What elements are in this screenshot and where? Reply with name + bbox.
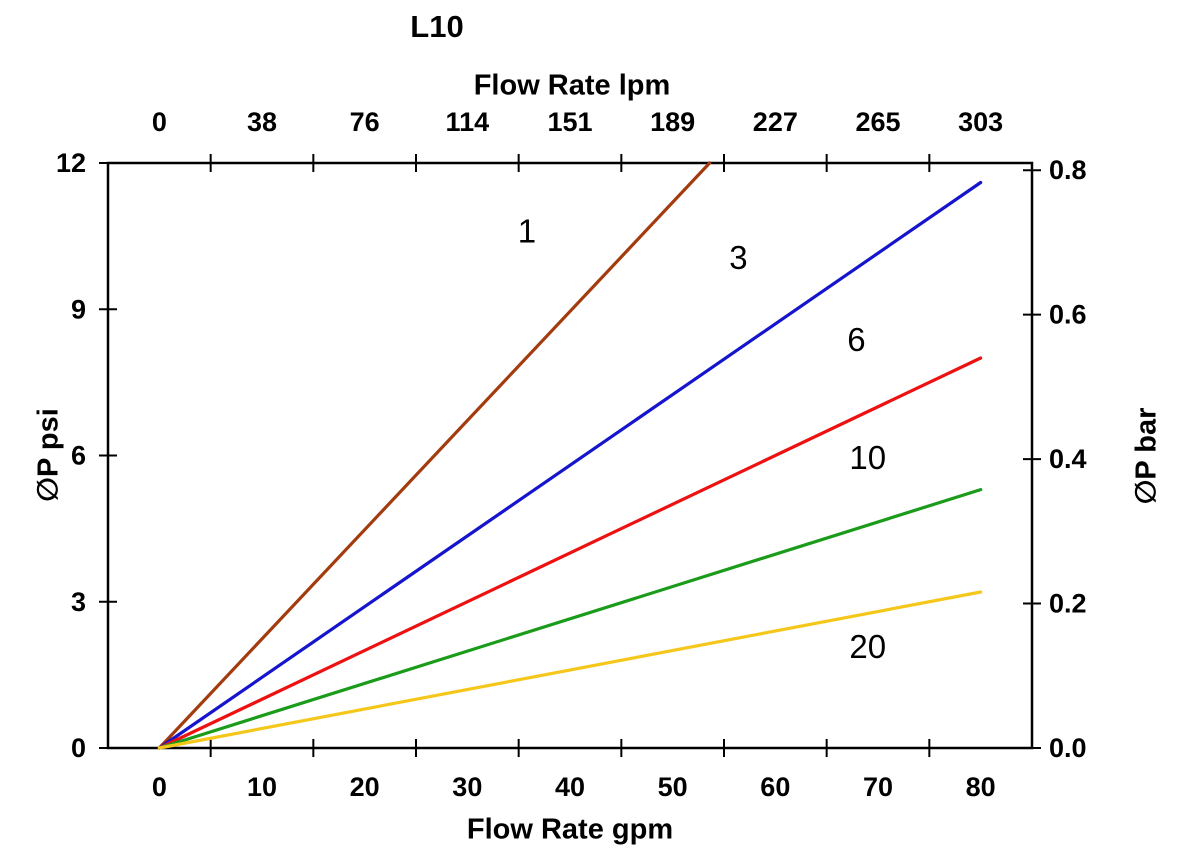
x-bottom-tick-label: 50 xyxy=(658,772,688,802)
x-top-tick-label: 38 xyxy=(247,107,277,137)
series-label-3: 3 xyxy=(729,239,747,276)
y-right-tick-label: 0.6 xyxy=(1049,300,1087,330)
bottom-axis-title: Flow Rate gpm xyxy=(466,813,674,846)
series-label-1: 1 xyxy=(518,212,536,249)
x-bottom-tick-label: 60 xyxy=(760,772,790,802)
x-bottom-tick-label: 70 xyxy=(863,772,893,802)
x-top-tick-label: 265 xyxy=(855,107,900,137)
x-bottom-tick-label: 10 xyxy=(247,772,277,802)
y-left-tick-label: 9 xyxy=(71,294,86,324)
x-bottom-tick-label: 40 xyxy=(555,772,585,802)
y-left-tick-label: 6 xyxy=(71,441,86,471)
top-axis-title: Flow Rate lpm xyxy=(473,69,671,102)
y-left-tick-label: 0 xyxy=(71,733,86,763)
y-left-tick-label: 12 xyxy=(56,148,86,178)
x-top-tick-label: 76 xyxy=(350,107,380,137)
series-line-20 xyxy=(157,590,983,750)
x-top-tick-label: 227 xyxy=(753,107,798,137)
series-label-20: 20 xyxy=(849,628,886,665)
series-line-10 xyxy=(157,488,983,750)
x-bottom-tick-label: 20 xyxy=(350,772,380,802)
series-label-10: 10 xyxy=(849,439,886,476)
y-right-tick-label: 0.0 xyxy=(1049,733,1087,763)
x-top-tick-label: 303 xyxy=(958,107,1003,137)
series-line-3 xyxy=(157,180,983,750)
y-right-tick-label: 0.4 xyxy=(1049,444,1087,474)
plot-border xyxy=(106,161,1034,750)
x-top-tick-label: 0 xyxy=(152,107,167,137)
x-top-tick-label: 151 xyxy=(547,107,592,137)
x-top-tick-label: 114 xyxy=(446,107,490,137)
x-top-tick-label: 189 xyxy=(650,107,695,137)
series-line-1 xyxy=(157,161,712,750)
x-bottom-tick-label: 0 xyxy=(152,772,167,802)
y-right-tick-label: 0.2 xyxy=(1049,589,1087,619)
x-bottom-tick-label: 30 xyxy=(452,772,482,802)
y-right-tick-label: 0.8 xyxy=(1049,155,1087,185)
y-left-tick-label: 3 xyxy=(71,587,86,617)
series-line-6 xyxy=(157,356,983,750)
chart-title: L10 xyxy=(410,9,464,44)
series-label-6: 6 xyxy=(847,321,865,358)
x-bottom-tick-label: 80 xyxy=(966,772,996,802)
